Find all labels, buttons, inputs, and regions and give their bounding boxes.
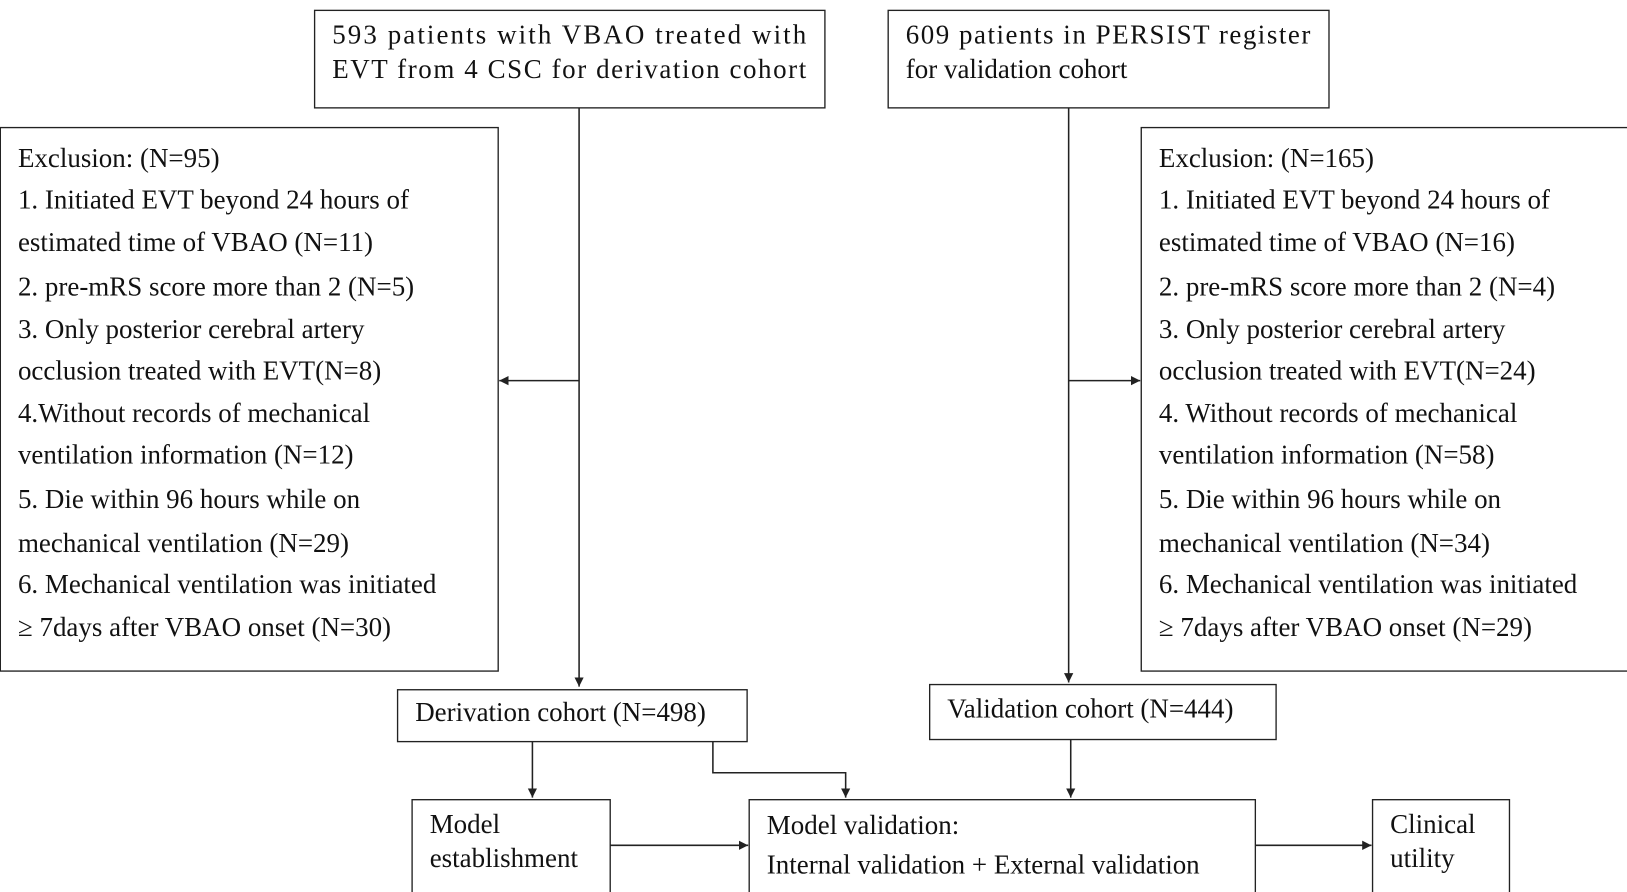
- derivation-cohort: Derivation cohort (N=498): [396, 689, 748, 743]
- source-validation: 609 patients in PERSIST register for vali…: [887, 9, 1330, 109]
- box: [313, 9, 826, 109]
- node-text: Derivation cohort (N=498): [415, 697, 706, 727]
- node-text: ≥ 7days after VBAO onset (N=29): [1159, 612, 1532, 642]
- node-text: estimated time of VBAO (N=11): [18, 227, 373, 257]
- node-text: 5. Die within 96 hours while on: [1159, 484, 1502, 514]
- node-text: 3. Only posterior cerebral artery: [1159, 314, 1506, 344]
- node-text: Clinical: [1390, 809, 1475, 839]
- node-text: 593 patients with VBAO treated with: [332, 20, 807, 50]
- node-text: utility: [1390, 843, 1455, 873]
- node-text: Internal validation + External validatio…: [767, 849, 1200, 879]
- node-text: Exclusion: (N=165): [1159, 143, 1374, 173]
- connectors: [499, 107, 1372, 850]
- node-text: 3. Only posterior cerebral artery: [18, 314, 365, 344]
- model-validation: Model validation: Internal validation + E…: [748, 799, 1257, 892]
- box: [928, 683, 1277, 741]
- exclusion-derivation: Exclusion: (N=95) 1. Initiated EVT beyond…: [0, 126, 499, 672]
- clinical-utility: Clinical utility: [1371, 799, 1511, 892]
- box: [1371, 799, 1511, 892]
- source-derivation: 593 patients with VBAO treated with EVT f…: [313, 9, 826, 109]
- validation-cohort: Validation cohort (N=444): [928, 683, 1277, 741]
- box: [0, 126, 499, 672]
- node-text: for validation cohort: [906, 54, 1128, 84]
- node-text: Exclusion: (N=95): [18, 143, 220, 173]
- box: [396, 689, 748, 743]
- node-text: mechanical ventilation (N=29): [18, 528, 349, 558]
- node-text: 4. Without records of mechanical: [1159, 398, 1517, 428]
- node-text: 2. pre-mRS score more than 2 (N=5): [18, 272, 414, 302]
- model-establishment: Model establishment: [411, 799, 611, 892]
- node-text: ≥ 7days after VBAO onset (N=30): [18, 612, 391, 642]
- node-text: 2. pre-mRS score more than 2 (N=4): [1159, 272, 1555, 302]
- node-text: 6. Mechanical ventilation was initiated: [1159, 569, 1578, 599]
- node-text: occlusion treated with EVT(N=8): [18, 356, 381, 386]
- node-text: EVT from 4 CSC for derivation cohort: [332, 54, 807, 84]
- node-text: 609 patients in PERSIST register: [906, 20, 1311, 50]
- node-text: estimated time of VBAO (N=16): [1159, 227, 1515, 257]
- node-text: 5. Die within 96 hours while on: [18, 484, 361, 514]
- box: [1140, 126, 1627, 672]
- node-text: 1. Initiated EVT beyond 24 hours of: [1159, 184, 1550, 214]
- node-text: Model validation:: [767, 810, 959, 840]
- box: [411, 799, 611, 892]
- node-text: 1. Initiated EVT beyond 24 hours of: [18, 184, 409, 214]
- arrow: [712, 741, 851, 798]
- node-text: Validation cohort (N=444): [947, 694, 1233, 724]
- box: [887, 9, 1330, 109]
- node-text: Model: [430, 809, 500, 839]
- exclusion-validation: Exclusion: (N=165) 1. Initiated EVT beyon…: [1140, 126, 1627, 672]
- node-text: occlusion treated with EVT(N=24): [1159, 356, 1536, 386]
- node-text: ventilation information (N=58): [1159, 440, 1495, 470]
- node-text: establishment: [430, 843, 579, 873]
- node-text: 4.Without records of mechanical: [18, 398, 370, 428]
- node-text: ventilation information (N=12): [18, 440, 354, 470]
- node-text: mechanical ventilation (N=34): [1159, 528, 1490, 558]
- box: [748, 799, 1257, 892]
- node-text: 6. Mechanical ventilation was initiated: [18, 569, 437, 599]
